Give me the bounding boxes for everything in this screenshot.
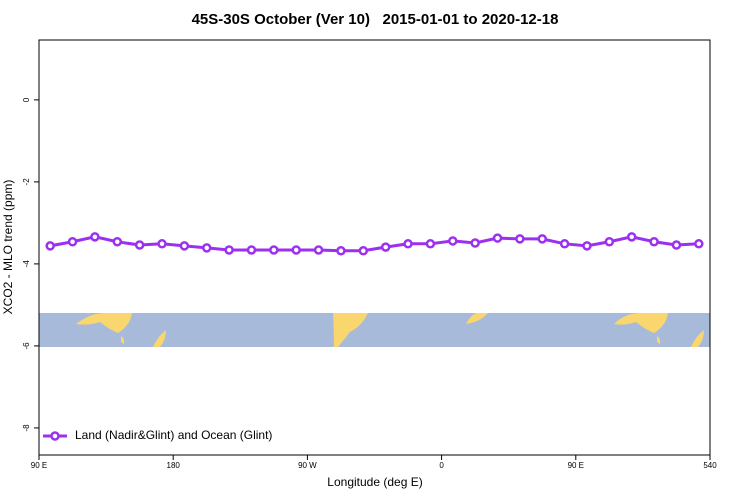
data-point [559, 239, 570, 249]
series-line [49, 235, 699, 253]
data-point [403, 239, 413, 249]
data-point [246, 245, 257, 255]
y-tick-label: -6 [22, 342, 31, 350]
data-point [179, 241, 190, 251]
data-point [694, 239, 704, 249]
data-point [336, 246, 346, 256]
data-point [269, 245, 279, 255]
data-point [112, 237, 123, 247]
data-point [671, 240, 682, 250]
x-tick-label: 90 E [568, 461, 584, 470]
data-point [358, 246, 369, 256]
data-point [67, 237, 78, 247]
data-point [313, 245, 324, 255]
y-tick-label: -2 [22, 178, 31, 186]
x-axis-label: Longitude (deg E) [327, 475, 422, 489]
data-point [515, 234, 525, 244]
chart-title: 45S-30S October (Ver 10) 2015-01-01 to 2… [192, 11, 559, 28]
data-point [470, 238, 480, 248]
data-point [492, 233, 503, 243]
y-tick-label: -8 [22, 424, 31, 432]
data-point [157, 239, 167, 249]
data-point [45, 241, 55, 251]
legend-label: Land (Nadir&Glint) and Ocean (Glint) [75, 428, 272, 442]
data-point [537, 234, 547, 244]
data-point [134, 240, 145, 250]
x-tick-label: 0 [439, 461, 444, 470]
y-tick-label: -4 [22, 260, 31, 268]
x-tick-label: 180 [167, 461, 181, 470]
plot-frame [38, 39, 711, 456]
x-tick-label: 540 [703, 461, 717, 470]
map-band [39, 313, 710, 347]
data-point [425, 239, 436, 249]
data-point [649, 237, 659, 247]
data-point [448, 236, 458, 246]
data-point [90, 232, 100, 242]
y-axis-label: XCO2 - MLO trend (ppm) [1, 180, 15, 315]
data-point [224, 245, 234, 255]
legend-marker [50, 431, 60, 441]
data-point [582, 241, 592, 251]
data-point [604, 237, 615, 247]
x-tick-label: 90 E [31, 461, 47, 470]
x-tick-label: 90 W [298, 461, 317, 470]
data-point [380, 242, 391, 252]
data-point [202, 243, 212, 253]
data-point [291, 245, 301, 255]
y-tick-label: 0 [22, 97, 31, 102]
data-point [626, 232, 637, 242]
